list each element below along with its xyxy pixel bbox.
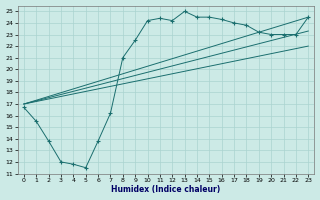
X-axis label: Humidex (Indice chaleur): Humidex (Indice chaleur) <box>111 185 221 194</box>
